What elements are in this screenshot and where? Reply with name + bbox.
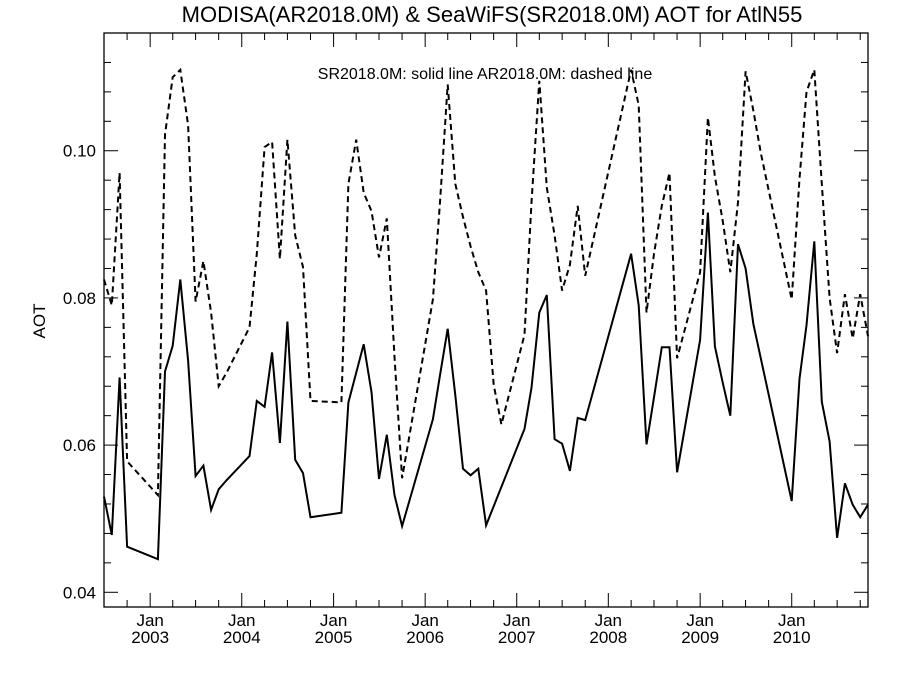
x-tick-label-year: 2010 xyxy=(773,628,811,647)
series-line-dashed xyxy=(103,67,869,498)
y-tick-label: 0.10 xyxy=(63,142,96,161)
x-tick-label-month: Jan xyxy=(320,611,347,630)
plot-frame xyxy=(103,32,869,608)
y-tick-label: 0.08 xyxy=(63,289,96,308)
y-axis-label: AOT xyxy=(30,304,49,339)
x-tick-label-month: Jan xyxy=(686,611,713,630)
x-tick-label-year: 2003 xyxy=(131,628,169,647)
x-tick-label-year: 2005 xyxy=(315,628,353,647)
data-series xyxy=(103,67,869,561)
x-tick-label-month: Jan xyxy=(411,611,438,630)
x-tick-label-month: Jan xyxy=(778,611,805,630)
y-tick-label: 0.04 xyxy=(63,583,96,602)
x-tick-label-month: Jan xyxy=(228,611,255,630)
x-tick-label-month: Jan xyxy=(503,611,530,630)
x-tick-label-year: 2009 xyxy=(681,628,719,647)
x-tick-label-year: 2004 xyxy=(223,628,261,647)
tick-labels: 0.040.060.080.10Jan2003Jan2004Jan2005Jan… xyxy=(63,142,811,647)
x-tick-label-month: Jan xyxy=(136,611,163,630)
axis-ticks xyxy=(103,32,868,607)
series-line-solid xyxy=(103,212,869,561)
y-tick-label: 0.06 xyxy=(63,436,96,455)
x-tick-label-year: 2006 xyxy=(406,628,444,647)
line-style-annotation: SR2018.0M: solid line AR2018.0M: dashed … xyxy=(318,66,653,83)
x-tick-label-month: Jan xyxy=(595,611,622,630)
x-tick-label-year: 2007 xyxy=(498,628,536,647)
chart-title: MODISA(AR2018.0M) & SeaWiFS(SR2018.0M) A… xyxy=(182,2,803,27)
x-tick-label-year: 2008 xyxy=(589,628,627,647)
